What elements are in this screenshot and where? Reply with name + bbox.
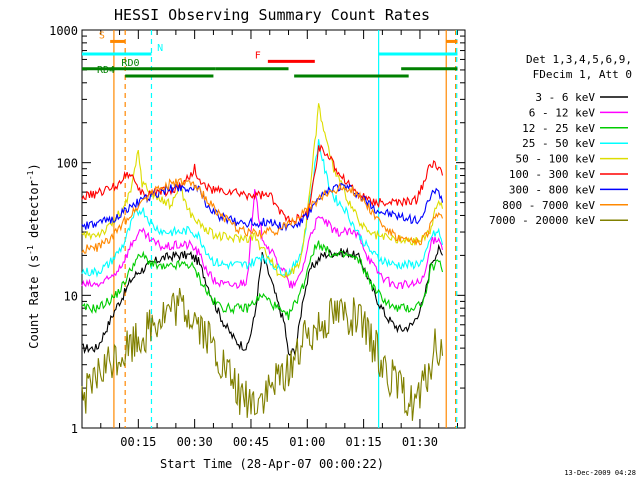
x-axis-label: Start Time (28-Apr-07 00:00:22) [160, 457, 384, 471]
axes [81, 29, 466, 429]
state-bar-label: RD4 [97, 65, 115, 76]
y-axis-label-main: Count Rate (s [27, 255, 41, 349]
y-axis-label-mid: detector [27, 180, 41, 245]
state-bar-label: N [157, 43, 163, 54]
legend-entry-label: 50 - 100 keV [516, 153, 596, 166]
legend-header-1: Det 1,3,4,5,6,9, [526, 53, 632, 66]
legend-entry-label: 300 - 800 keV [509, 183, 595, 196]
series-lines [81, 103, 444, 421]
chart-title: HESSI Observing Summary Count Rates [114, 6, 430, 24]
series-line [81, 287, 444, 421]
x-tick-label: 00:45 [233, 435, 269, 449]
x-tick-label: 00:30 [177, 435, 213, 449]
series-line [81, 243, 443, 357]
legend-entry-label: 6 - 12 keV [529, 106, 596, 119]
series-line [81, 103, 444, 279]
legend-header-2: FDecim 1, Att 0 [533, 68, 632, 81]
series-line [81, 139, 444, 278]
legend-entry-label: 12 - 25 keV [522, 122, 595, 135]
y-tick-label: 100 [56, 157, 78, 171]
timestamp: 13-Dec-2009 04:28 [564, 469, 636, 477]
legend-entry-label: 100 - 300 keV [509, 168, 595, 181]
series-line [81, 144, 444, 224]
legend-entry-label: 800 - 7000 keV [502, 199, 595, 212]
tick-labels: 1 10 100 1000 00:15 00:30 00:45 01:00 01:15 01:30 [49, 24, 438, 449]
y-axis-label-end: ) [27, 163, 41, 170]
legend-entry-label: 7000 - 20000 keV [489, 214, 595, 227]
y-tick-label: 10 [64, 289, 78, 303]
x-tick-label: 01:15 [346, 435, 382, 449]
plot-frame [81, 29, 466, 429]
series-line [81, 182, 444, 232]
y-axis-label-sup1: -1 [26, 245, 35, 255]
state-bars: S N F RD0 RD4 [82, 30, 458, 78]
x-tick-label: 00:15 [120, 435, 156, 449]
x-tick-label: 01:30 [402, 435, 438, 449]
vertical-markers [113, 30, 458, 428]
y-axis-label: Count Rate (s-1 detector-1) [26, 163, 41, 348]
series-line [81, 189, 444, 290]
series-line [81, 178, 444, 254]
legend-entry-label: 25 - 50 keV [522, 137, 595, 150]
state-bar-label: S [99, 30, 105, 41]
state-bar-label: F [255, 50, 261, 61]
y-axis-label-sup2: -1 [26, 170, 35, 180]
x-tick-label: 01:00 [289, 435, 325, 449]
legend-entry-label: 3 - 6 keV [535, 91, 595, 104]
legend: Det 1,3,4,5,6,9, FDecim 1, Att 0 3 - 6 k… [489, 53, 632, 227]
y-tick-label: 1 [71, 422, 78, 436]
state-bar-label: RD0 [121, 58, 139, 69]
series-line [81, 240, 444, 321]
y-tick-label: 1000 [49, 24, 78, 38]
